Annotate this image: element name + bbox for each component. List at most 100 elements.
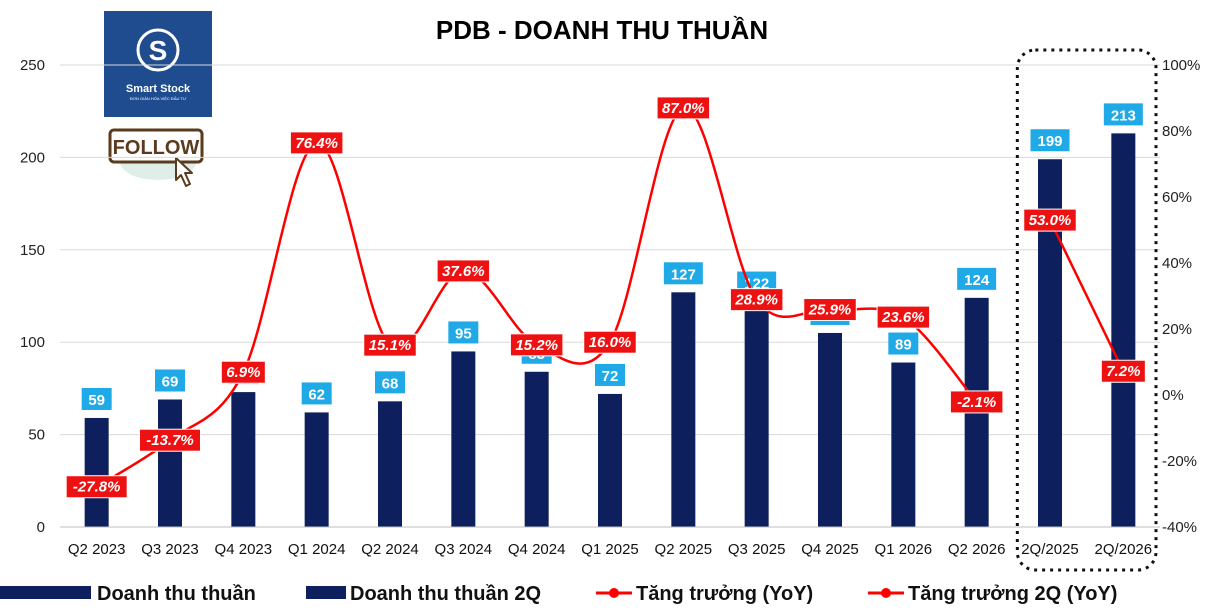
- bar-value-label: 124: [964, 272, 990, 289]
- x-tick-label: Q2 2026: [948, 541, 1006, 558]
- growth-label-bg: [729, 288, 784, 312]
- bar-value-label: 59: [88, 392, 105, 409]
- bar-value-label: 127: [671, 266, 696, 283]
- right-axis: -40% -20% 0% 20% 40% 60% 80% 100%: [1162, 57, 1200, 536]
- growth-label-bg: [65, 475, 128, 499]
- x-tick-label: Q3 2023: [141, 541, 199, 558]
- growth-label-bg: [876, 305, 931, 329]
- bar-label-bg: [375, 371, 405, 394]
- left-tick-label: 0: [37, 519, 45, 536]
- logo-tagline: ĐƠN GIẢN HÓA VIỆC ĐẦU TƯ: [130, 96, 187, 101]
- legend: Doanh thu thuần Doanh thu thuần 2Q Tăng …: [0, 583, 1117, 605]
- legend-label-growth: Tăng trưởng (YoY): [636, 583, 813, 605]
- bar-label-bg: [957, 267, 997, 290]
- growth-value-label: 15.2%: [515, 337, 558, 354]
- left-tick-label: 200: [20, 149, 45, 166]
- bar-label-bg: [301, 382, 332, 405]
- growth-label-bg: [803, 298, 857, 322]
- x-tick-label: 2Q/2025: [1021, 541, 1079, 558]
- left-tick-label: 50: [28, 427, 45, 444]
- bar: [598, 393, 622, 527]
- x-tick-label: Q4 2023: [215, 541, 273, 558]
- right-tick-label: -20%: [1162, 453, 1197, 470]
- x-axis: Q2 2023 Q3 2023 Q4 2023 Q1 2024 Q2 2024 Q3 20…: [60, 526, 1160, 558]
- legend-marker-growth-2q: [881, 588, 891, 598]
- bar: [524, 371, 549, 527]
- bar-value-label: 89: [895, 337, 912, 354]
- growth-label-bg: [583, 330, 637, 354]
- growth-label-bg: [1100, 359, 1146, 383]
- bar: [451, 351, 476, 527]
- growth-value-label: 53.0%: [1029, 212, 1072, 229]
- legend-label-growth-2q: Tăng trưởng 2Q (YoY): [908, 583, 1117, 605]
- bar-value-label: 69: [162, 373, 179, 390]
- x-tick-label: Q1 2026: [875, 541, 933, 558]
- legend-marker-growth: [609, 588, 619, 598]
- x-tick-label: 2Q/2026: [1095, 541, 1153, 558]
- growth-value-label: 16.0%: [589, 334, 632, 351]
- right-tick-label: -40%: [1162, 519, 1197, 536]
- growth-value-label: 76.4%: [295, 135, 338, 152]
- growth-label-bg: [220, 360, 266, 384]
- legend-swatch-revenue-2q: [306, 586, 346, 599]
- growth-label-bg: [949, 390, 1004, 414]
- chart-title: PDB - DOANH THU THUẦN: [436, 15, 768, 45]
- x-tick-label: Q1 2024: [288, 541, 346, 558]
- bar-label-bg: [155, 369, 185, 392]
- legend-label-revenue-2q: Doanh thu thuần 2Q: [350, 583, 541, 605]
- x-tick-label: Q4 2025: [801, 541, 859, 558]
- bar: [84, 417, 109, 527]
- growth-value-label: 23.6%: [881, 309, 925, 326]
- bars: 596973626895837212712210589124199213: [81, 103, 1143, 528]
- bar-value-label: 72: [602, 368, 619, 385]
- growth-label-bg: [509, 333, 564, 357]
- growth-value-label: 7.2%: [1106, 363, 1140, 380]
- right-tick-label: 0%: [1162, 387, 1184, 404]
- x-tick-label: Q1 2025: [581, 541, 639, 558]
- growth-label-bg: [1023, 208, 1077, 232]
- bar-label-bg: [1103, 103, 1143, 126]
- growth-value-label: 28.9%: [734, 292, 778, 309]
- left-tick-label: 100: [20, 334, 45, 351]
- right-tick-label: 80%: [1162, 123, 1192, 140]
- growth-value-label: 87.0%: [662, 100, 705, 117]
- right-tick-label: 60%: [1162, 189, 1192, 206]
- growth-label-bg: [656, 96, 711, 120]
- left-tick-label: 250: [20, 57, 45, 74]
- bar: [304, 412, 329, 527]
- growth-label-bg: [139, 428, 201, 452]
- x-tick-label: Q3 2025: [728, 541, 786, 558]
- bar-label-bg: [595, 363, 625, 386]
- left-axis: 0 50 100 150 200 250: [20, 57, 45, 536]
- growth-label-bg: [363, 333, 417, 357]
- growth-value-label: 25.9%: [808, 302, 852, 319]
- bar-value-label: 213: [1111, 107, 1136, 124]
- bar: [818, 332, 842, 527]
- growth-lines: -27.8% -13.7% 6.9% 76.4% 15.1% 37.6% 15.2% 16.0…: [65, 96, 1146, 499]
- growth-value-label: 15.1%: [369, 337, 412, 354]
- x-tick-label: Q2 2024: [361, 541, 419, 558]
- bar: [891, 362, 916, 527]
- bar: [1111, 133, 1136, 527]
- right-tick-label: 20%: [1162, 321, 1192, 338]
- bar-label-bg: [888, 332, 919, 355]
- left-tick-label: 150: [20, 242, 45, 259]
- right-tick-label: 40%: [1162, 255, 1192, 272]
- svg-text:S: S: [149, 35, 168, 66]
- follow-badge[interactable]: FOLLOW: [108, 128, 204, 187]
- bar: [744, 301, 769, 527]
- x-tick-label: Q2 2025: [655, 541, 713, 558]
- cursor-icon: [175, 157, 193, 187]
- bar-label-bg: [663, 262, 703, 285]
- bar-label-bg: [81, 387, 112, 410]
- bar: [378, 401, 402, 527]
- x-tick-label: Q4 2024: [508, 541, 566, 558]
- right-tick-label: 100%: [1162, 57, 1200, 74]
- x-tick-label: Q2 2023: [68, 541, 126, 558]
- bar-value-label: 62: [308, 386, 325, 403]
- legend-label-revenue: Doanh thu thuần: [97, 583, 256, 605]
- smart-stock-logo: S Smart Stock ĐƠN GIẢN HÓA VIỆC ĐẦU TƯ: [104, 11, 212, 117]
- bar-value-label: 68: [382, 375, 399, 392]
- growth-line: [1048, 219, 1125, 372]
